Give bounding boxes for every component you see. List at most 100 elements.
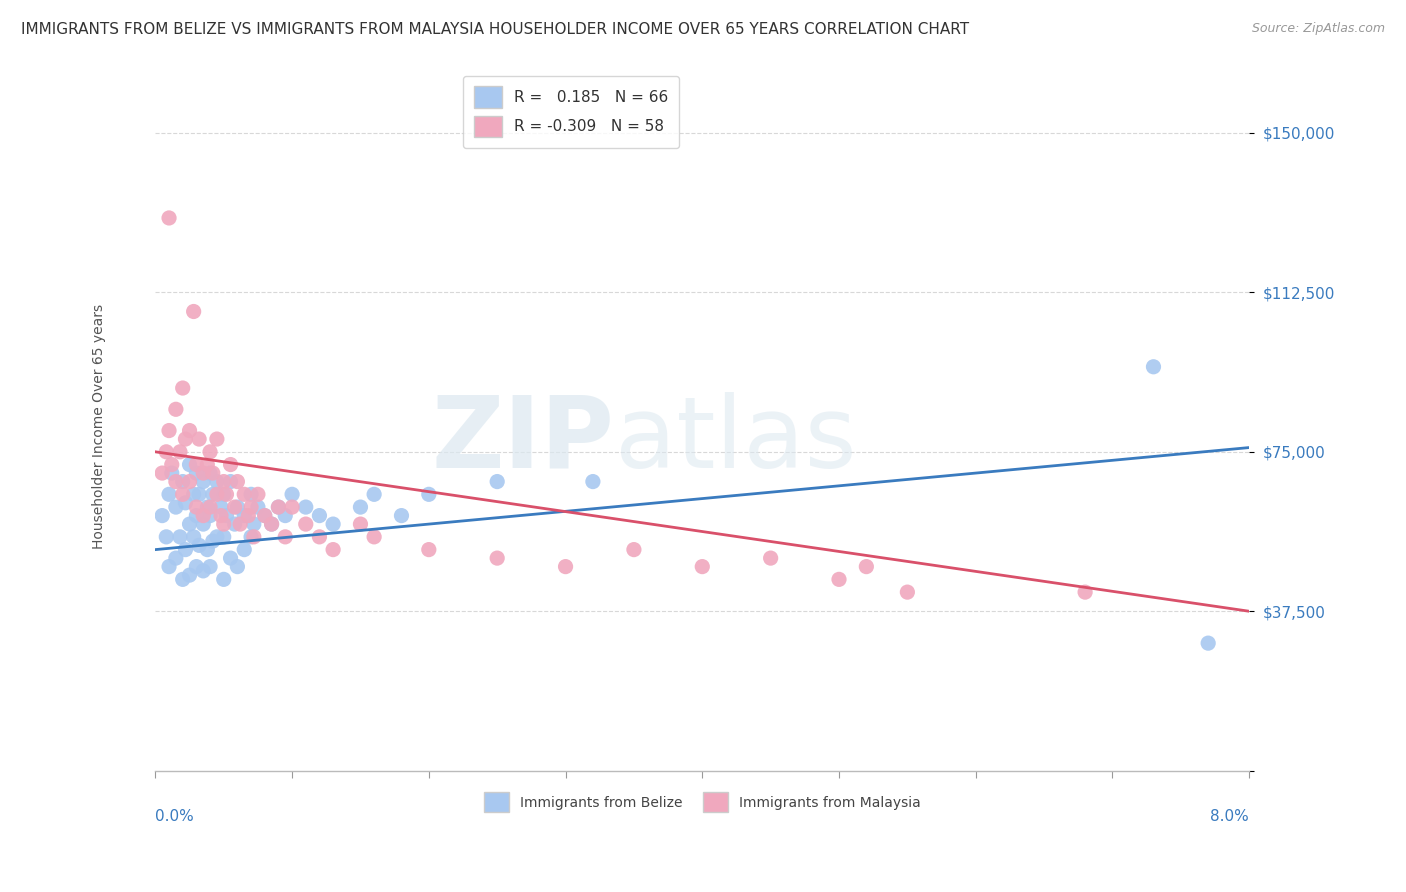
Point bbox=[855, 559, 877, 574]
Point bbox=[274, 508, 297, 523]
Point bbox=[240, 500, 263, 514]
Point bbox=[260, 517, 283, 532]
Point bbox=[150, 466, 173, 480]
Point bbox=[267, 500, 290, 514]
Point bbox=[623, 542, 645, 557]
Text: 0.0%: 0.0% bbox=[156, 808, 194, 823]
Text: IMMIGRANTS FROM BELIZE VS IMMIGRANTS FROM MALAYSIA HOUSEHOLDER INCOME OVER 65 YE: IMMIGRANTS FROM BELIZE VS IMMIGRANTS FRO… bbox=[21, 22, 969, 37]
Point bbox=[165, 500, 187, 514]
Point bbox=[205, 487, 228, 501]
Point bbox=[219, 458, 242, 472]
Point bbox=[246, 500, 269, 514]
Point bbox=[274, 530, 297, 544]
Point bbox=[186, 500, 208, 514]
Point bbox=[260, 517, 283, 532]
Point bbox=[349, 517, 371, 532]
Point bbox=[486, 475, 509, 489]
Point bbox=[690, 559, 713, 574]
Point bbox=[253, 508, 276, 523]
Point bbox=[174, 432, 197, 446]
Point bbox=[193, 466, 215, 480]
Point bbox=[205, 432, 228, 446]
Point bbox=[391, 508, 413, 523]
Point bbox=[183, 530, 205, 544]
Point bbox=[219, 551, 242, 566]
Point bbox=[215, 487, 238, 501]
Point bbox=[165, 402, 187, 417]
Point bbox=[759, 551, 782, 566]
Point bbox=[226, 500, 249, 514]
Text: atlas: atlas bbox=[614, 392, 856, 489]
Point bbox=[155, 530, 177, 544]
Point bbox=[215, 508, 238, 523]
Point bbox=[1074, 585, 1097, 599]
Point bbox=[160, 466, 183, 480]
Point bbox=[233, 508, 256, 523]
Point bbox=[253, 508, 276, 523]
Point bbox=[322, 517, 344, 532]
Point bbox=[183, 487, 205, 501]
Point bbox=[1197, 636, 1219, 650]
Point bbox=[212, 475, 235, 489]
Point bbox=[205, 475, 228, 489]
Point bbox=[246, 487, 269, 501]
Point bbox=[226, 559, 249, 574]
Point bbox=[186, 466, 208, 480]
Point bbox=[188, 487, 211, 501]
Point bbox=[174, 542, 197, 557]
Point bbox=[169, 530, 191, 544]
Point bbox=[308, 508, 330, 523]
Point bbox=[267, 500, 290, 514]
Text: ZIP: ZIP bbox=[432, 392, 614, 489]
Point bbox=[172, 573, 194, 587]
Point bbox=[179, 458, 201, 472]
Point bbox=[186, 508, 208, 523]
Point bbox=[418, 542, 440, 557]
Point bbox=[201, 534, 224, 549]
Point bbox=[281, 500, 304, 514]
Point bbox=[195, 458, 218, 472]
Text: 8.0%: 8.0% bbox=[1211, 808, 1249, 823]
Point bbox=[349, 500, 371, 514]
Point bbox=[188, 432, 211, 446]
Point bbox=[198, 508, 221, 523]
Point bbox=[363, 530, 385, 544]
Y-axis label: Householder Income Over 65 years: Householder Income Over 65 years bbox=[93, 304, 105, 549]
Point bbox=[243, 517, 266, 532]
Point bbox=[198, 559, 221, 574]
Legend: Immigrants from Belize, Immigrants from Malaysia: Immigrants from Belize, Immigrants from … bbox=[477, 785, 928, 819]
Point bbox=[418, 487, 440, 501]
Point bbox=[174, 496, 197, 510]
Point bbox=[322, 542, 344, 557]
Point bbox=[224, 517, 246, 532]
Point bbox=[233, 542, 256, 557]
Point bbox=[157, 211, 180, 225]
Point bbox=[165, 551, 187, 566]
Point bbox=[198, 500, 221, 514]
Point bbox=[554, 559, 576, 574]
Point bbox=[201, 466, 224, 480]
Point bbox=[157, 424, 180, 438]
Point bbox=[186, 559, 208, 574]
Point bbox=[155, 445, 177, 459]
Point bbox=[179, 475, 201, 489]
Point bbox=[1142, 359, 1164, 374]
Point bbox=[195, 542, 218, 557]
Point bbox=[186, 458, 208, 472]
Point bbox=[240, 530, 263, 544]
Point bbox=[179, 517, 201, 532]
Point bbox=[179, 424, 201, 438]
Point bbox=[243, 530, 266, 544]
Point bbox=[198, 445, 221, 459]
Point bbox=[172, 381, 194, 395]
Point bbox=[233, 487, 256, 501]
Point bbox=[169, 445, 191, 459]
Point bbox=[238, 508, 260, 523]
Point bbox=[896, 585, 918, 599]
Point bbox=[363, 487, 385, 501]
Point bbox=[212, 573, 235, 587]
Point bbox=[582, 475, 605, 489]
Point bbox=[179, 568, 201, 582]
Point bbox=[193, 475, 215, 489]
Point bbox=[198, 466, 221, 480]
